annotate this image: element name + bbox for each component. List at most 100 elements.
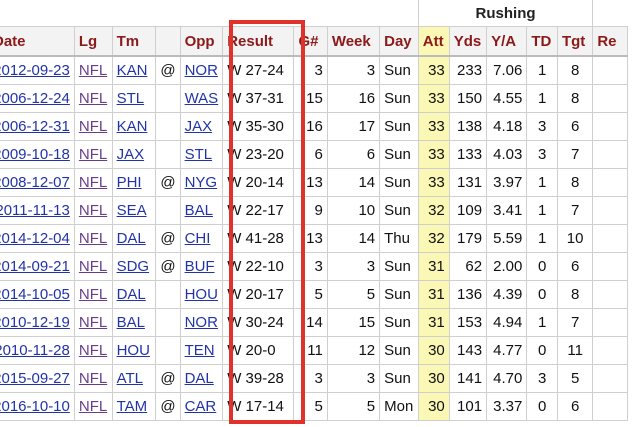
link-opp[interactable]: HOU xyxy=(184,286,218,303)
link-opp[interactable]: JAX xyxy=(184,118,213,135)
link-tm[interactable]: TAM xyxy=(116,398,148,415)
link-tm[interactable]: ATL xyxy=(116,370,143,387)
col-att[interactable]: Att xyxy=(417,26,450,57)
link-date[interactable]: 2014-10-05 xyxy=(0,286,70,303)
cell-date[interactable]: 2006-12-24 xyxy=(0,84,75,113)
col-ya[interactable]: Y/A xyxy=(486,26,528,57)
cell-lg[interactable]: NFL xyxy=(73,308,113,337)
cell-tm[interactable]: HOU xyxy=(111,336,157,365)
cell-tm[interactable]: STL xyxy=(111,84,157,113)
cell-date[interactable]: 2011-11-13 xyxy=(0,196,75,225)
cell-tm[interactable]: KAN xyxy=(111,112,157,141)
col-gnum[interactable]: G# xyxy=(293,26,328,57)
cell-date[interactable]: 2014-09-21 xyxy=(0,252,75,281)
link-date[interactable]: 2010-11-28 xyxy=(0,342,70,359)
col-date[interactable]: Date xyxy=(0,26,75,57)
link-lg[interactable]: NFL xyxy=(78,202,108,219)
link-date[interactable]: 2006-12-31 xyxy=(0,118,70,135)
link-opp[interactable]: DAL xyxy=(184,370,214,387)
link-date[interactable]: 2010-12-19 xyxy=(0,314,70,331)
link-lg[interactable]: NFL xyxy=(78,370,108,387)
link-date[interactable]: 2009-10-18 xyxy=(0,146,70,163)
cell-date[interactable]: 2016-10-10 xyxy=(0,392,75,421)
link-tm[interactable]: DAL xyxy=(116,230,146,247)
col-yds[interactable]: Yds xyxy=(448,26,488,57)
cell-tm[interactable]: KAN xyxy=(111,55,157,85)
link-lg[interactable]: NFL xyxy=(78,398,108,415)
link-opp[interactable]: STL xyxy=(184,146,213,163)
link-opp[interactable]: TEN xyxy=(184,342,215,359)
col-day[interactable]: Day xyxy=(379,26,419,57)
link-lg[interactable]: NFL xyxy=(78,62,108,79)
link-lg[interactable]: NFL xyxy=(78,342,108,359)
link-opp[interactable]: CHI xyxy=(184,230,211,247)
col-lg[interactable]: Lg xyxy=(73,26,113,57)
col-week[interactable]: Week xyxy=(326,26,381,57)
link-lg[interactable]: NFL xyxy=(78,286,108,303)
cell-tm[interactable]: DAL xyxy=(111,280,157,309)
cell-lg[interactable]: NFL xyxy=(73,140,113,169)
link-opp[interactable]: CAR xyxy=(184,398,217,415)
cell-lg[interactable]: NFL xyxy=(73,84,113,113)
link-tm[interactable]: BAL xyxy=(116,314,145,331)
link-opp[interactable]: BAL xyxy=(184,202,213,219)
cell-date[interactable]: 2015-09-27 xyxy=(0,364,75,393)
col-at[interactable] xyxy=(155,26,181,57)
cell-opp[interactable]: STL xyxy=(179,140,224,169)
cell-lg[interactable]: NFL xyxy=(73,252,113,281)
link-date[interactable]: 2014-12-04 xyxy=(0,230,70,247)
link-lg[interactable]: NFL xyxy=(78,258,108,275)
link-tm[interactable]: DAL xyxy=(116,286,146,303)
link-lg[interactable]: NFL xyxy=(78,230,108,247)
cell-date[interactable]: 2009-10-18 xyxy=(0,140,75,169)
cell-lg[interactable]: NFL xyxy=(73,224,113,253)
link-lg[interactable]: NFL xyxy=(78,314,108,331)
cell-date[interactable]: 2008-12-07 xyxy=(0,168,75,197)
cell-lg[interactable]: NFL xyxy=(73,364,113,393)
cell-tm[interactable]: TAM xyxy=(111,392,157,421)
cell-opp[interactable]: HOU xyxy=(179,280,224,309)
link-opp[interactable]: NOR xyxy=(184,62,218,79)
cell-lg[interactable]: NFL xyxy=(73,336,113,365)
link-date[interactable]: 2016-10-10 xyxy=(0,398,70,415)
link-tm[interactable]: KAN xyxy=(116,62,148,79)
link-opp[interactable]: BUF xyxy=(184,258,215,275)
cell-tm[interactable]: DAL xyxy=(111,224,157,253)
cell-lg[interactable]: NFL xyxy=(73,196,113,225)
link-date[interactable]: 2015-09-27 xyxy=(0,370,70,387)
col-opp[interactable]: Opp xyxy=(179,26,224,57)
cell-opp[interactable]: JAX xyxy=(179,112,224,141)
cell-date[interactable]: 2006-12-31 xyxy=(0,112,75,141)
link-lg[interactable]: NFL xyxy=(78,90,108,107)
cell-opp[interactable]: DAL xyxy=(179,364,224,393)
link-date[interactable]: 2006-12-24 xyxy=(0,90,70,107)
col-rec[interactable]: Re xyxy=(592,26,628,57)
link-date[interactable]: 2012-09-23 xyxy=(0,62,70,79)
cell-opp[interactable]: NOR xyxy=(179,308,224,337)
cell-date[interactable]: 2014-12-04 xyxy=(0,224,75,253)
cell-opp[interactable]: TEN xyxy=(179,336,224,365)
cell-date[interactable]: 2014-10-05 xyxy=(0,280,75,309)
cell-opp[interactable]: CAR xyxy=(179,392,224,421)
cell-opp[interactable]: NOR xyxy=(179,55,224,85)
cell-tm[interactable]: JAX xyxy=(111,140,157,169)
link-date[interactable]: 2014-09-21 xyxy=(0,258,70,275)
cell-lg[interactable]: NFL xyxy=(73,55,113,85)
link-tm[interactable]: KAN xyxy=(116,118,148,135)
link-lg[interactable]: NFL xyxy=(78,174,108,191)
link-opp[interactable]: NOR xyxy=(184,314,218,331)
link-lg[interactable]: NFL xyxy=(78,118,108,135)
col-tgt[interactable]: Tgt xyxy=(556,26,594,57)
cell-lg[interactable]: NFL xyxy=(73,280,113,309)
cell-opp[interactable]: WAS xyxy=(179,84,224,113)
cell-lg[interactable]: NFL xyxy=(73,392,113,421)
link-tm[interactable]: STL xyxy=(116,90,145,107)
cell-opp[interactable]: BUF xyxy=(179,252,224,281)
link-opp[interactable]: WAS xyxy=(184,90,219,107)
link-date[interactable]: 2011-11-13 xyxy=(0,202,70,219)
link-tm[interactable]: JAX xyxy=(116,146,145,163)
link-tm[interactable]: HOU xyxy=(116,342,150,359)
col-td[interactable]: TD xyxy=(526,26,558,57)
link-lg[interactable]: NFL xyxy=(78,146,108,163)
cell-lg[interactable]: NFL xyxy=(73,168,113,197)
